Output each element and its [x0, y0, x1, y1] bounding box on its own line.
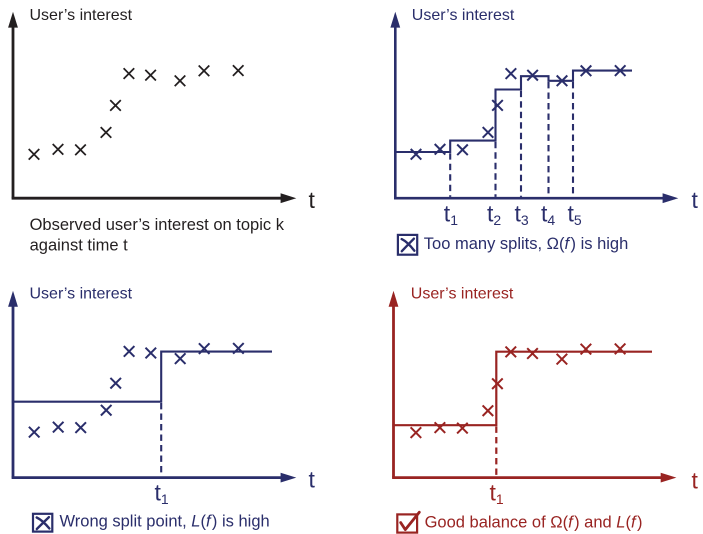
- svg-text:User’s interest: User’s interest: [30, 7, 133, 24]
- svg-text:Wrong split point, L(f ) is hi: Wrong split point, L(f ) is high: [60, 513, 270, 531]
- svg-text:Too many splits, Ω(f ) is hig: Too many splits, Ω(f ) is high: [424, 235, 628, 253]
- svg-text:t: t: [692, 187, 699, 213]
- svg-text:t3: t3: [515, 201, 529, 229]
- svg-text:Observed user’s interest on to: Observed user’s interest on topic k: [30, 216, 285, 234]
- svg-text:t1: t1: [490, 480, 504, 508]
- svg-text:t: t: [309, 467, 316, 493]
- svg-text:t: t: [309, 187, 316, 213]
- svg-text:t1: t1: [444, 201, 458, 229]
- svg-text:t5: t5: [568, 201, 582, 229]
- svg-text:Good balance of Ω(f ) and L(f: Good balance of Ω(f ) and L(f ): [425, 514, 643, 532]
- svg-text:User’s interest: User’s interest: [411, 286, 514, 303]
- svg-text:t4: t4: [541, 201, 555, 229]
- svg-text:User’s interest: User’s interest: [30, 286, 133, 303]
- svg-text:t2: t2: [487, 201, 501, 229]
- svg-text:User’s interest: User’s interest: [412, 7, 515, 24]
- svg-text:against time t: against time t: [30, 236, 129, 254]
- svg-text:t: t: [692, 467, 699, 493]
- svg-text:t1: t1: [155, 480, 169, 508]
